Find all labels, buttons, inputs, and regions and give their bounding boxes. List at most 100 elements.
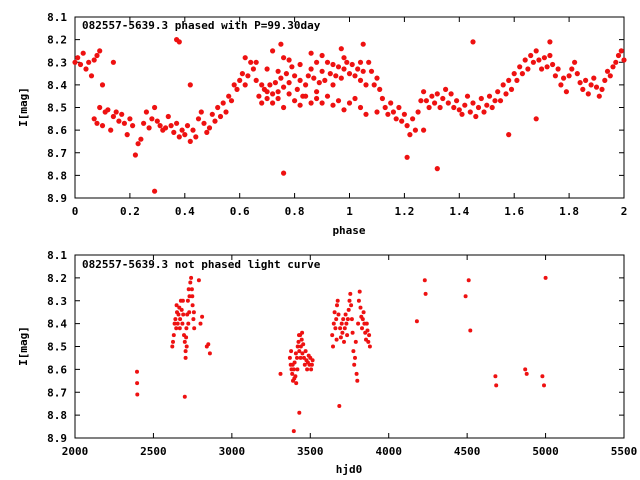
x-tick-label: 5000 [532,445,559,458]
data-point [297,333,301,338]
data-point [610,64,616,70]
data-point [336,312,341,317]
data-point [295,344,300,349]
data-point [423,291,428,296]
data-point [239,71,245,77]
data-point [278,75,284,81]
data-point [180,298,185,303]
data-point [338,75,344,81]
data-point [286,57,292,63]
data-point [463,294,468,299]
data-point [293,351,298,356]
y-tick-label: 8.1 [47,11,67,24]
y-tick-label: 8.9 [47,432,67,445]
data-point [270,100,276,106]
data-point [242,82,248,88]
y-tick-label: 8.3 [47,56,67,69]
data-point [473,113,479,120]
data-point [191,310,196,315]
data-point [174,326,179,331]
data-point [146,125,152,131]
data-point [536,57,542,63]
data-point [533,116,539,122]
data-point [187,82,193,88]
data-point [256,93,262,99]
data-point [404,154,410,160]
data-point [97,48,103,54]
data-point [357,289,362,294]
data-point [401,111,407,117]
data-point [186,321,191,326]
data-point [541,55,548,61]
data-point [470,39,476,45]
x-tick-label: 2 [621,205,628,218]
data-point [338,46,344,52]
x-tick-label: 1.8 [559,205,579,218]
data-point [596,93,602,99]
data-point [374,109,380,115]
x-tick-label: 1 [346,205,353,218]
data-point [184,335,189,340]
data-point [467,109,473,115]
data-point [302,362,307,367]
data-point [91,116,97,122]
data-point [309,367,314,372]
data-point [434,166,440,172]
data-point [331,321,336,326]
data-point [342,339,346,344]
data-point [184,344,189,349]
data-point [478,95,484,102]
data-point [99,82,106,88]
data-point [187,138,193,144]
data-point [176,312,181,317]
data-point [555,66,561,72]
data-point [357,77,364,83]
data-point [360,68,366,74]
data-point [191,317,196,322]
data-point [470,100,476,106]
data-point [341,66,347,72]
data-point [173,317,178,322]
data-point [264,95,270,102]
data-point [393,116,399,122]
data-point [295,355,299,360]
data-point [303,82,309,88]
data-point [267,82,273,88]
data-point [204,129,210,135]
data-point [338,335,343,340]
data-point [189,287,194,292]
data-point [80,50,86,56]
x-tick-label: 3500 [297,445,324,458]
y-tick-label: 8.2 [47,34,67,47]
data-point [184,123,191,129]
data-point [530,59,537,65]
data-point [591,75,597,81]
data-point [178,317,183,322]
data-point [563,89,570,95]
x-tick-label: 0.8 [285,205,305,218]
data-point [577,80,583,86]
data-point [484,102,490,108]
data-point [550,61,556,68]
data-point [228,98,235,104]
data-point [426,104,432,111]
data-point [345,333,350,338]
data-point [143,109,149,115]
data-point [297,102,303,108]
data-point [297,61,303,68]
data-point [361,310,366,315]
data-point [105,107,111,113]
data-point [291,367,296,372]
data-point [572,59,578,65]
data-point [355,66,361,72]
data-point [353,339,358,344]
data-point [528,52,534,59]
data-point [349,303,354,308]
data-point [297,349,302,354]
data-point [523,367,528,372]
x-tick-label: 0 [72,205,79,218]
data-point [593,84,600,90]
data-point [448,91,454,97]
data-point [172,321,177,326]
data-point [184,326,189,331]
